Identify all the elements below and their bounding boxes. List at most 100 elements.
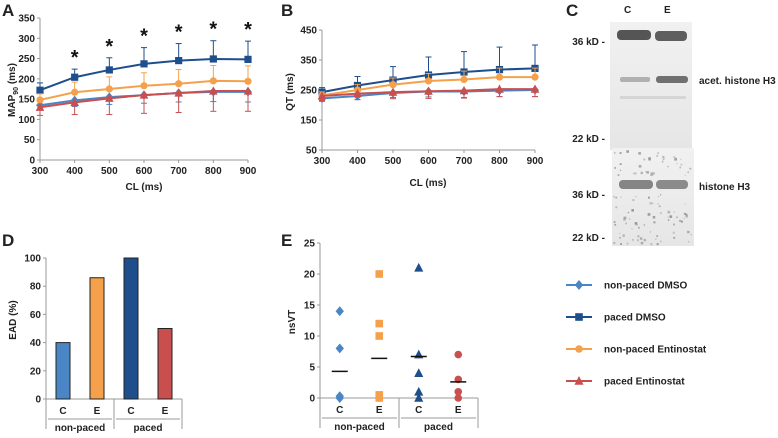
chart-d-xtick-label: E	[162, 406, 169, 417]
chart-a-point	[70, 97, 79, 106]
blot-speckle	[676, 216, 678, 219]
blot-top-membrane	[610, 22, 692, 150]
blot-speckle	[635, 195, 637, 198]
blot-speckle	[631, 228, 633, 230]
chart-b-point	[388, 87, 398, 96]
chart-b-qt: QT (ms) CL (ms) 50 150 250 350 450 300 400 500 6…	[285, 26, 544, 190]
panel-label-e: E	[281, 231, 292, 250]
chart-e-ytick-label: 5	[309, 363, 315, 374]
blot-speckle	[643, 224, 645, 226]
chart-b-ytick-label: 50	[306, 146, 318, 157]
panel-label-d: D	[2, 231, 14, 250]
blot-speckle	[652, 202, 654, 204]
chart-a-ylabel: MAP90 (ms)	[7, 63, 20, 117]
blot-speckle	[626, 150, 629, 153]
blot-speckles	[613, 150, 692, 246]
chart-b-ytick-label: 450	[300, 26, 317, 37]
chart-a-point	[105, 85, 113, 93]
blot-speckle	[660, 240, 662, 243]
chart-b-xtick-label: 800	[491, 156, 508, 167]
chart-a-series-2	[36, 64, 252, 104]
blot-speckle	[679, 166, 682, 169]
chart-a-significance-star: *	[140, 26, 148, 48]
chart-a-xtick-label: 700	[170, 166, 187, 177]
chart-e-ytick-label: 15	[304, 301, 316, 312]
chart-d-xtick-label: C	[59, 406, 66, 417]
blot-speckle	[656, 235, 659, 238]
blot-speckle	[639, 152, 641, 154]
chart-e-point	[454, 394, 463, 402]
chart-d-group-label: non-paced	[55, 423, 106, 434]
blot-speckle	[661, 161, 664, 163]
blot-bottom-label: histone H3	[699, 182, 751, 193]
blot-speckle	[648, 196, 650, 199]
chart-b-ylabel: QT (ms)	[285, 73, 296, 111]
blot-speckle	[632, 172, 634, 175]
western-blot: C E 36 kD - 22 kD - acet. histone H3 36 …	[572, 5, 776, 246]
blot-speckle	[679, 219, 682, 222]
chart-b-series-3	[317, 84, 540, 101]
blot-speckle	[662, 155, 665, 159]
chart-a-point	[209, 86, 218, 95]
blot-speckle	[626, 242, 629, 245]
blot-speckle	[662, 158, 665, 160]
chart-a-ytick-label: 350	[18, 14, 35, 25]
blot-speckle	[687, 171, 689, 174]
blot-speckle	[614, 152, 616, 154]
chart-a-significance-star: *	[244, 19, 252, 41]
chart-b-point	[424, 86, 433, 95]
blot-speckle	[662, 159, 664, 161]
blot-speckle	[650, 243, 653, 246]
blot-speckle	[619, 232, 621, 234]
chart-b-point	[389, 81, 397, 89]
chart-d-ylabel: EAD (%)	[8, 300, 19, 339]
blot-speckle	[623, 218, 626, 222]
chart-d-ytick-label: 40	[30, 338, 42, 349]
chart-e-point	[414, 262, 424, 272]
chart-b-point	[317, 91, 327, 100]
blot-speckle	[659, 212, 662, 215]
blot-speckle	[637, 226, 640, 229]
chart-a-significance-star: *	[71, 47, 79, 69]
blot-speckle	[615, 206, 618, 209]
chart-d-ytick-label: 80	[30, 282, 42, 293]
chart-a-xtick-label: 900	[240, 166, 257, 177]
blot-speckle	[640, 171, 643, 175]
blot-speckle	[687, 230, 690, 234]
blot-speckle	[658, 205, 661, 208]
legend-label: paced Entinostat	[604, 377, 685, 388]
panel-label-a: A	[2, 1, 14, 20]
blot-speckle	[613, 221, 616, 223]
chart-a-point	[139, 90, 149, 99]
chart-b-xtick-label: 900	[527, 156, 544, 167]
panel-label-b: B	[281, 1, 293, 20]
chart-a-xtick-label: 300	[32, 166, 49, 177]
blot-speckle	[651, 173, 654, 176]
chart-d-group-label: paced	[134, 423, 163, 434]
chart-a-point	[244, 55, 252, 63]
blot-speckle	[683, 217, 685, 219]
chart-e-ytick-label: 0	[309, 394, 315, 405]
blot-speckle	[674, 157, 678, 161]
blot-speckle	[676, 162, 678, 165]
chart-a-point	[243, 86, 253, 95]
blot-top-smear	[620, 96, 686, 99]
blot-speckle	[637, 235, 640, 238]
chart-b-xtick-label: 600	[420, 156, 437, 167]
blot-speckle	[619, 169, 622, 172]
blot-bottom-kd-36: 36 kD -	[572, 190, 605, 201]
chart-e-ytick-label: 20	[304, 270, 316, 281]
blot-speckle	[634, 222, 638, 225]
blot-speckle	[629, 218, 631, 220]
chart-e-xtick-label: E	[376, 405, 383, 416]
chart-b-xtick-label: 500	[385, 156, 402, 167]
blot-top-band-marker-e	[655, 31, 687, 41]
blot-top-kd-36: 36 kD -	[572, 37, 605, 48]
blot-speckle	[667, 210, 671, 214]
blot-speckle	[625, 222, 627, 225]
chart-b-xlabel: CL (ms)	[409, 178, 446, 189]
chart-a-point	[244, 77, 252, 85]
chart-a-xtick-label: 400	[66, 166, 83, 177]
